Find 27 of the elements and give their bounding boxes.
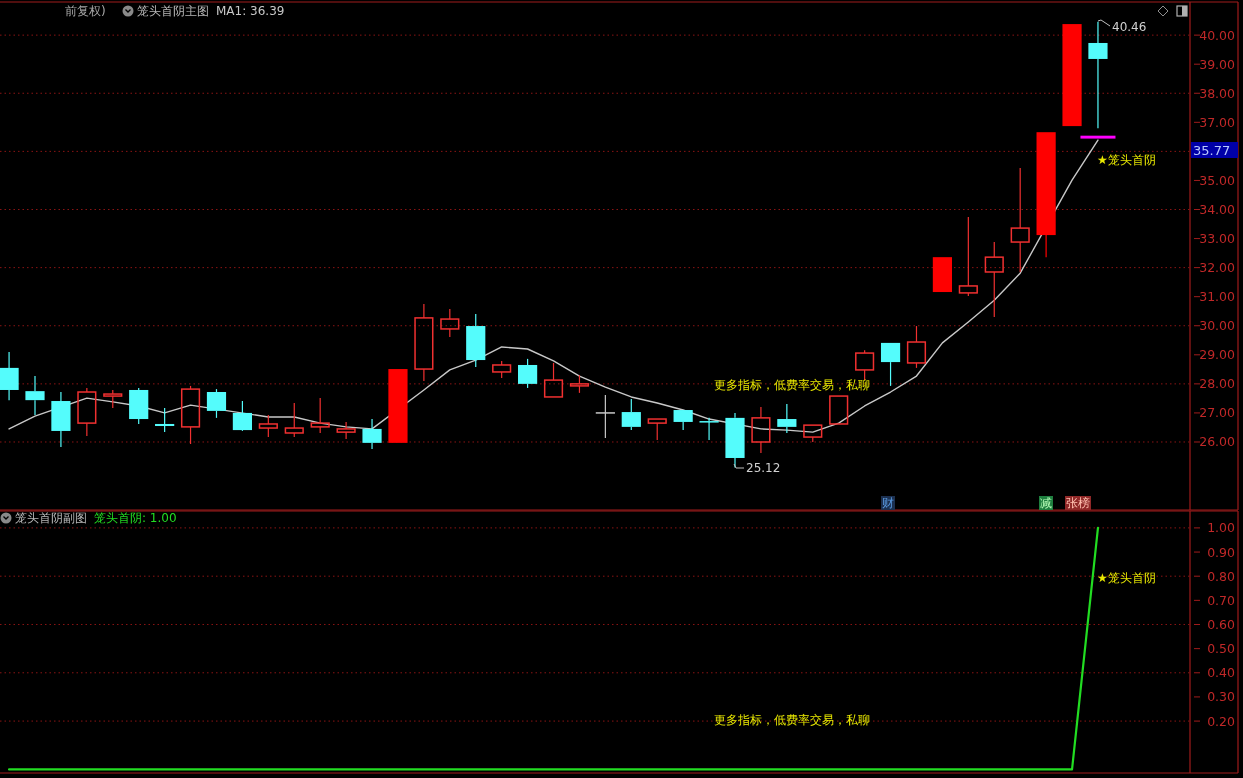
y-tick-label: 37.00 <box>1199 114 1236 130</box>
y-tick-label: 35.00 <box>1199 172 1236 188</box>
y-tick-label: 0.70 <box>1207 592 1236 608</box>
y-tick-label: 26.00 <box>1199 434 1236 450</box>
y-tick-label: 0.30 <box>1207 689 1236 705</box>
y-tick-label: 34.00 <box>1199 202 1236 217</box>
y-tick-label: 39.00 <box>1199 56 1236 72</box>
y-tick-label: 27.00 <box>1199 405 1236 421</box>
y-tick-label: 0.80 <box>1207 568 1236 584</box>
y-tick-label: 0.90 <box>1207 544 1236 560</box>
y-tick-label: 28.00 <box>1199 376 1236 392</box>
text: MA1: 36.39 <box>216 4 285 18</box>
y-tick-label: 0.40 <box>1207 665 1236 681</box>
y-tick-label: 33.00 <box>1199 231 1236 247</box>
chart-title: 笼头首阴主图 <box>137 4 209 18</box>
y-tick-label: 1.00 <box>1207 520 1236 536</box>
y-tick-label: 0.50 <box>1207 641 1236 657</box>
y-tick-label: 31.00 <box>1199 289 1236 305</box>
chart-title: 笼头首阴副图 <box>15 511 87 525</box>
y-tick-label: 32.00 <box>1199 260 1236 276</box>
y-tick-label: 40.00 <box>1199 27 1236 43</box>
y-tick-label: 0.60 <box>1207 616 1236 632</box>
y-tick-label: 0.20 <box>1207 713 1236 729</box>
text: 笼头首阴: 1.00 <box>94 511 177 525</box>
y-tick-label: 29.00 <box>1199 347 1236 363</box>
y-tick-label: 30.00 <box>1199 318 1236 334</box>
y-tick-label: 38.00 <box>1199 85 1236 101</box>
